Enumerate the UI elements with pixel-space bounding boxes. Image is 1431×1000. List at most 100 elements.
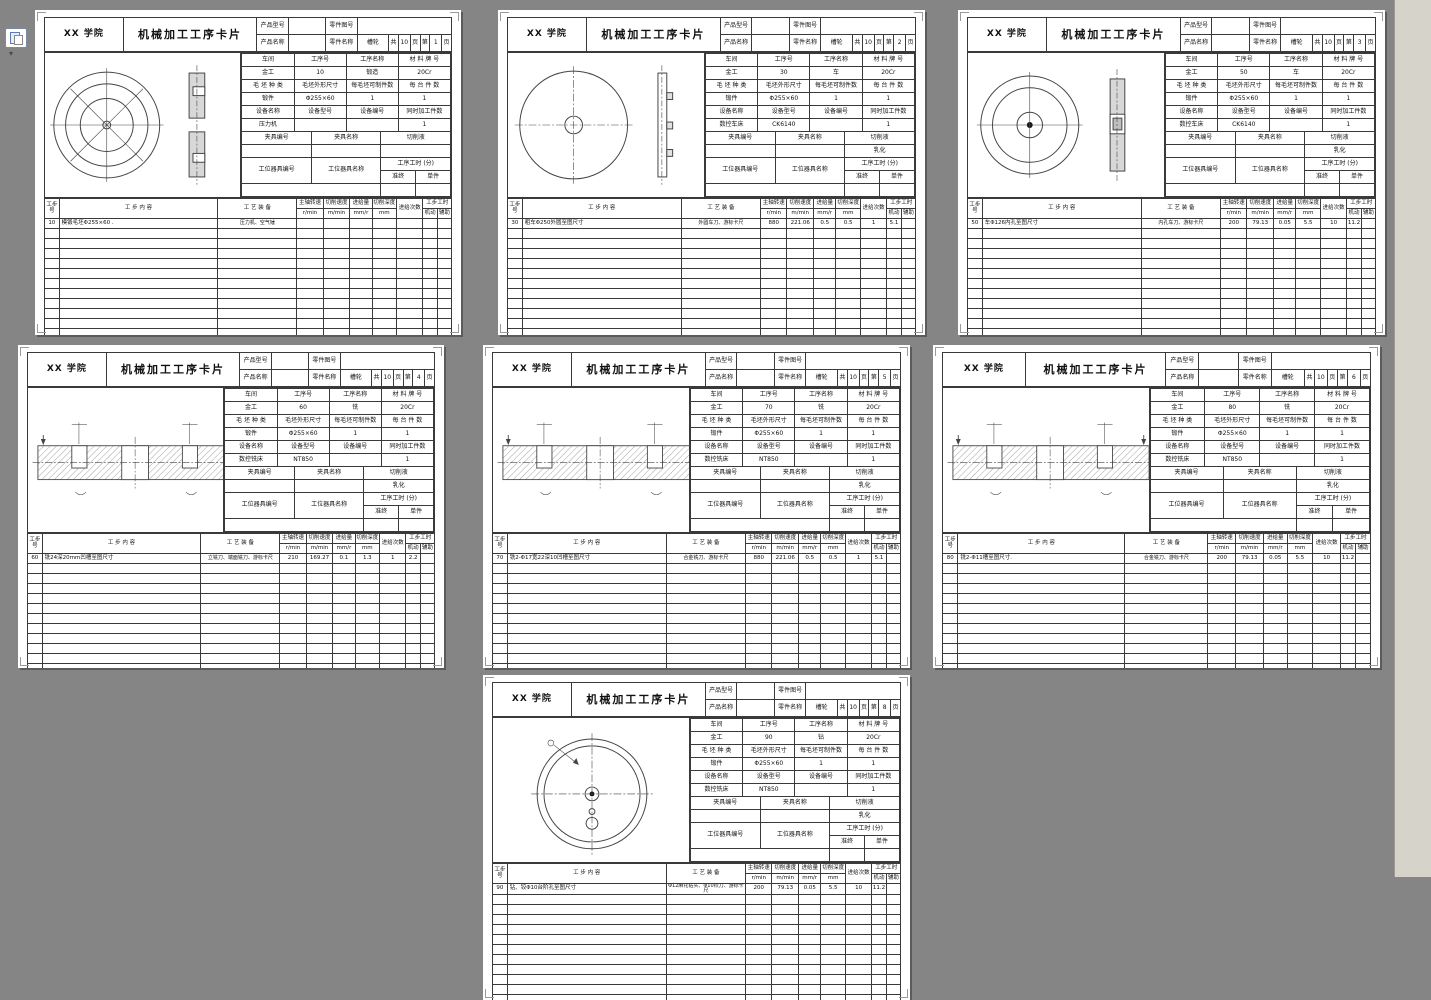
empty-step-row: [45, 319, 452, 329]
step-table: 工步号 工 步 内 容 工 艺 装 备 主轴转速 切削速度 进给量 切削深度 进…: [44, 198, 452, 335]
process-info-table: 车间 工序号 工序名称 材 料 牌 号 金工 50 车 20Cr 毛 坯 种 类…: [1165, 53, 1375, 197]
value-equip-model: CK6140: [1218, 119, 1270, 132]
value-workshop: 金工: [690, 402, 742, 415]
crop-mark-icon: [899, 677, 908, 686]
value-page-num: 2: [894, 35, 906, 52]
empty-step-row: [493, 604, 901, 614]
empty-step-row: [493, 564, 901, 574]
label-equip-name: 设备名称: [705, 106, 757, 119]
process-info-cell: 车间 工序号 工序名称 材 料 牌 号 金工 90 钻 20Cr 毛 坯 种 类…: [689, 718, 900, 863]
card-header-table: XX 学院 机械加工工序卡片 产品型号 零件图号 产品名称 零件名称 槽轮 共 …: [27, 352, 435, 387]
unit-feed: mm/r: [350, 209, 372, 219]
label-product-name: 产品名称: [720, 35, 752, 52]
label-per-blank: 每毛坯可制件数: [329, 415, 381, 428]
card-main-band: 车间 工序号 工序名称 材 料 牌 号 金工 10 锻造 20Cr 毛 坯 种 …: [44, 52, 452, 198]
unit-cut-speed: m/min: [772, 544, 799, 554]
col-time-aux: 辅助: [901, 209, 915, 219]
value-prep-time: [381, 184, 416, 197]
value-simultaneous: 1: [1315, 454, 1370, 467]
empty-step-row: [508, 309, 916, 319]
value-product-model: [271, 353, 308, 370]
empty-step-row: [28, 594, 435, 604]
empty-step-row: [493, 985, 901, 995]
value-process-name: 铣: [795, 402, 847, 415]
card-main-band: 车间 工序号 工序名称 材 料 牌 号 金工 80 铣 20Cr 毛 坯 种 类…: [942, 387, 1371, 533]
step-no: 90: [493, 884, 508, 895]
value-material-grade: 20Cr: [1322, 67, 1374, 80]
clipboard-page-icon: [14, 35, 23, 45]
card-title: 机械加工工序卡片: [586, 18, 720, 52]
value-part-name: 槽轮: [1271, 370, 1304, 387]
value-simultaneous: 1: [862, 119, 914, 132]
label-part-drawing-no: 零件图号: [774, 683, 806, 700]
value-station-tool: [690, 849, 829, 862]
value-prep-time: [1305, 184, 1340, 197]
process-info-cell: 车间 工序号 工序名称 材 料 牌 号 金工 10 锻造 20Cr 毛 坯 种 …: [241, 53, 452, 198]
crop-mark-icon: [433, 347, 442, 356]
value-station-tool: [705, 184, 844, 197]
unit-cut-depth: mm: [821, 874, 845, 884]
label-part-drawing-no: 零件图号: [309, 353, 340, 370]
value-process-name: 锻造: [346, 67, 398, 80]
label-fixture-no: 夹具编号: [1165, 132, 1235, 145]
step-row: 90 钻、铰Φ10台阶孔至图尺寸 Φ12麻花钻头、Φ10铰刀、游标卡尺 200 …: [493, 884, 901, 895]
step-time-aux: [901, 219, 915, 229]
col-feed: 进给量: [350, 199, 372, 209]
step-table: 工步号 工 步 内 容 工 艺 装 备 主轴转速 切削速度 进给量 切削深度 进…: [967, 198, 1376, 335]
empty-step-row: [508, 319, 916, 329]
step-content: 铣24深20mm凹槽至图尺寸: [42, 554, 201, 564]
value-page-num: 8: [879, 700, 891, 717]
col-step-content: 工 步 内 容: [982, 199, 1141, 219]
label-per-blank: 每毛坯可制件数: [1270, 80, 1322, 93]
value-total-pages: 10: [1315, 370, 1327, 387]
step-feed: 0.05: [1263, 554, 1287, 564]
value-fixture-name: [760, 480, 830, 493]
unit-feed: mm/r: [813, 209, 835, 219]
label-process-no: 工序号: [294, 54, 346, 67]
label-ordinal: 第: [1337, 370, 1347, 387]
card-title: 机械加工工序卡片: [123, 18, 257, 52]
value-equip-name: 数控铣床: [1150, 454, 1205, 467]
value-total-pages: 10: [847, 370, 859, 387]
empty-step-row: [943, 654, 1371, 664]
label-fixture-name: 夹具名称: [760, 797, 830, 810]
col-time-aux: 辅助: [886, 874, 900, 884]
value-cutting-fluid: [381, 145, 451, 158]
value-per-blank: 1: [346, 93, 398, 106]
step-no: 60: [28, 554, 43, 564]
label-cutting-fluid: 切削液: [364, 467, 434, 480]
value-product-model: [1212, 18, 1249, 35]
value-product-name: [1212, 35, 1249, 52]
value-product-name: [737, 700, 774, 717]
col-step-content: 工 步 内 容: [958, 534, 1125, 554]
unit-cut-depth: mm: [836, 209, 860, 219]
value-per-machine: 1: [381, 428, 433, 441]
value-product-name: [271, 370, 308, 387]
crop-mark-icon: [20, 347, 29, 356]
col-cut-depth: 切削深度: [1287, 534, 1313, 544]
part-drawing-cell: [968, 53, 1165, 198]
label-prep-time: 准终: [830, 836, 865, 849]
crop-mark-icon: [914, 324, 923, 333]
process-info-table: 车间 工序号 工序名称 材 料 牌 号 金工 10 锻造 20Cr 毛 坯 种 …: [241, 53, 451, 197]
part-drawing-cell: [28, 388, 224, 533]
value-process-no: 50: [1218, 67, 1270, 80]
col-step-no: 工步号: [493, 864, 508, 884]
unit-cut-depth: mm: [1287, 544, 1313, 554]
col-step-tooling: 工 艺 装 备: [218, 199, 297, 219]
empty-step-row: [968, 299, 1376, 309]
col-step-no: 工步号: [28, 534, 43, 554]
step-depth: 5.5: [1287, 554, 1313, 564]
crop-mark-icon: [1374, 12, 1383, 21]
label-total: 共: [837, 700, 847, 717]
label-total: 共: [1304, 370, 1314, 387]
value-cutting-fluid: 乳化: [1296, 480, 1369, 493]
label-station-tool-no: 工位器具编号: [242, 158, 312, 184]
value-per-blank: 1: [810, 93, 862, 106]
vertical-scrollbar[interactable]: [1394, 0, 1431, 877]
col-step-tooling: 工 艺 装 备: [681, 199, 760, 219]
card-main-band: 车间 工序号 工序名称 材 料 牌 号 金工 50 车 20Cr 毛 坯 种 类…: [967, 52, 1376, 198]
paste-options-button[interactable]: [5, 28, 27, 48]
chevron-down-icon[interactable]: ▾: [9, 49, 13, 58]
label-cutting-fluid: 切削液: [830, 467, 900, 480]
